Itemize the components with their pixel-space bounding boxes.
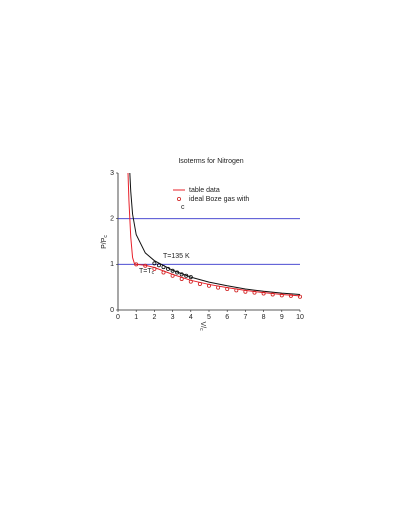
x-axis-label-sub: c (198, 328, 204, 331)
chart-title: Isoterms for Nitrogen (178, 158, 243, 165)
annotation-text: T=T (139, 268, 152, 275)
data-point (170, 273, 175, 278)
x-tick-label: 4 (189, 314, 193, 321)
data-point (170, 268, 175, 273)
annotation-text: T=135 K (163, 253, 190, 260)
data-point (206, 283, 211, 288)
x-tick-label: 10 (296, 314, 304, 321)
y-tick-label: 0 (110, 307, 114, 314)
data-point (166, 266, 171, 271)
y-axis-label-text: P/P (101, 237, 108, 249)
legend-note: c (181, 204, 185, 211)
x-tick-label: 8 (262, 314, 266, 321)
data-point (156, 263, 161, 268)
legend-swatch (176, 196, 181, 201)
data-point (175, 270, 180, 275)
data-point (197, 281, 202, 286)
data-point (161, 270, 166, 275)
y-axis-label-sub: c (103, 235, 109, 238)
data-point (297, 294, 302, 299)
annotation-sub: c (152, 270, 155, 276)
y-tick-label: 2 (110, 216, 114, 223)
data-point (179, 272, 184, 277)
legend-label: table data (189, 187, 220, 194)
annotation: T=Tc (139, 268, 155, 276)
x-axis-label-text: V/ (199, 321, 206, 328)
data-point (179, 276, 184, 281)
legend-label: ideal Boze gas with (189, 196, 249, 203)
x-axis-label: V/c (198, 321, 206, 331)
x-tick-label: 0 (116, 314, 120, 321)
data-point (288, 293, 293, 298)
data-point (188, 279, 193, 284)
data-point (143, 263, 148, 268)
data-point (270, 292, 275, 297)
y-axis-label: P/Pc (101, 235, 109, 249)
data-point (184, 273, 189, 278)
data-point (152, 266, 157, 271)
x-tick-label: 2 (152, 314, 156, 321)
y-tick-label: 1 (110, 261, 114, 268)
x-tick-label: 1 (134, 314, 138, 321)
data-point (252, 290, 257, 295)
x-tick-label: 7 (243, 314, 247, 321)
x-tick-label: 9 (280, 314, 284, 321)
data-point (161, 265, 166, 270)
data-point (152, 261, 157, 266)
data-point (261, 291, 266, 296)
x-tick-label: 3 (171, 314, 175, 321)
data-point (216, 285, 221, 290)
x-tick-label: 5 (207, 314, 211, 321)
y-tick-label: 3 (110, 170, 114, 177)
annotation: T=135 K (163, 253, 190, 260)
series-line (129, 172, 301, 295)
data-point (134, 262, 139, 267)
data-point (225, 286, 230, 291)
x-tick-label: 6 (225, 314, 229, 321)
data-point (188, 275, 193, 280)
data-point (234, 288, 239, 293)
data-point (243, 289, 248, 294)
data-point (279, 293, 284, 298)
